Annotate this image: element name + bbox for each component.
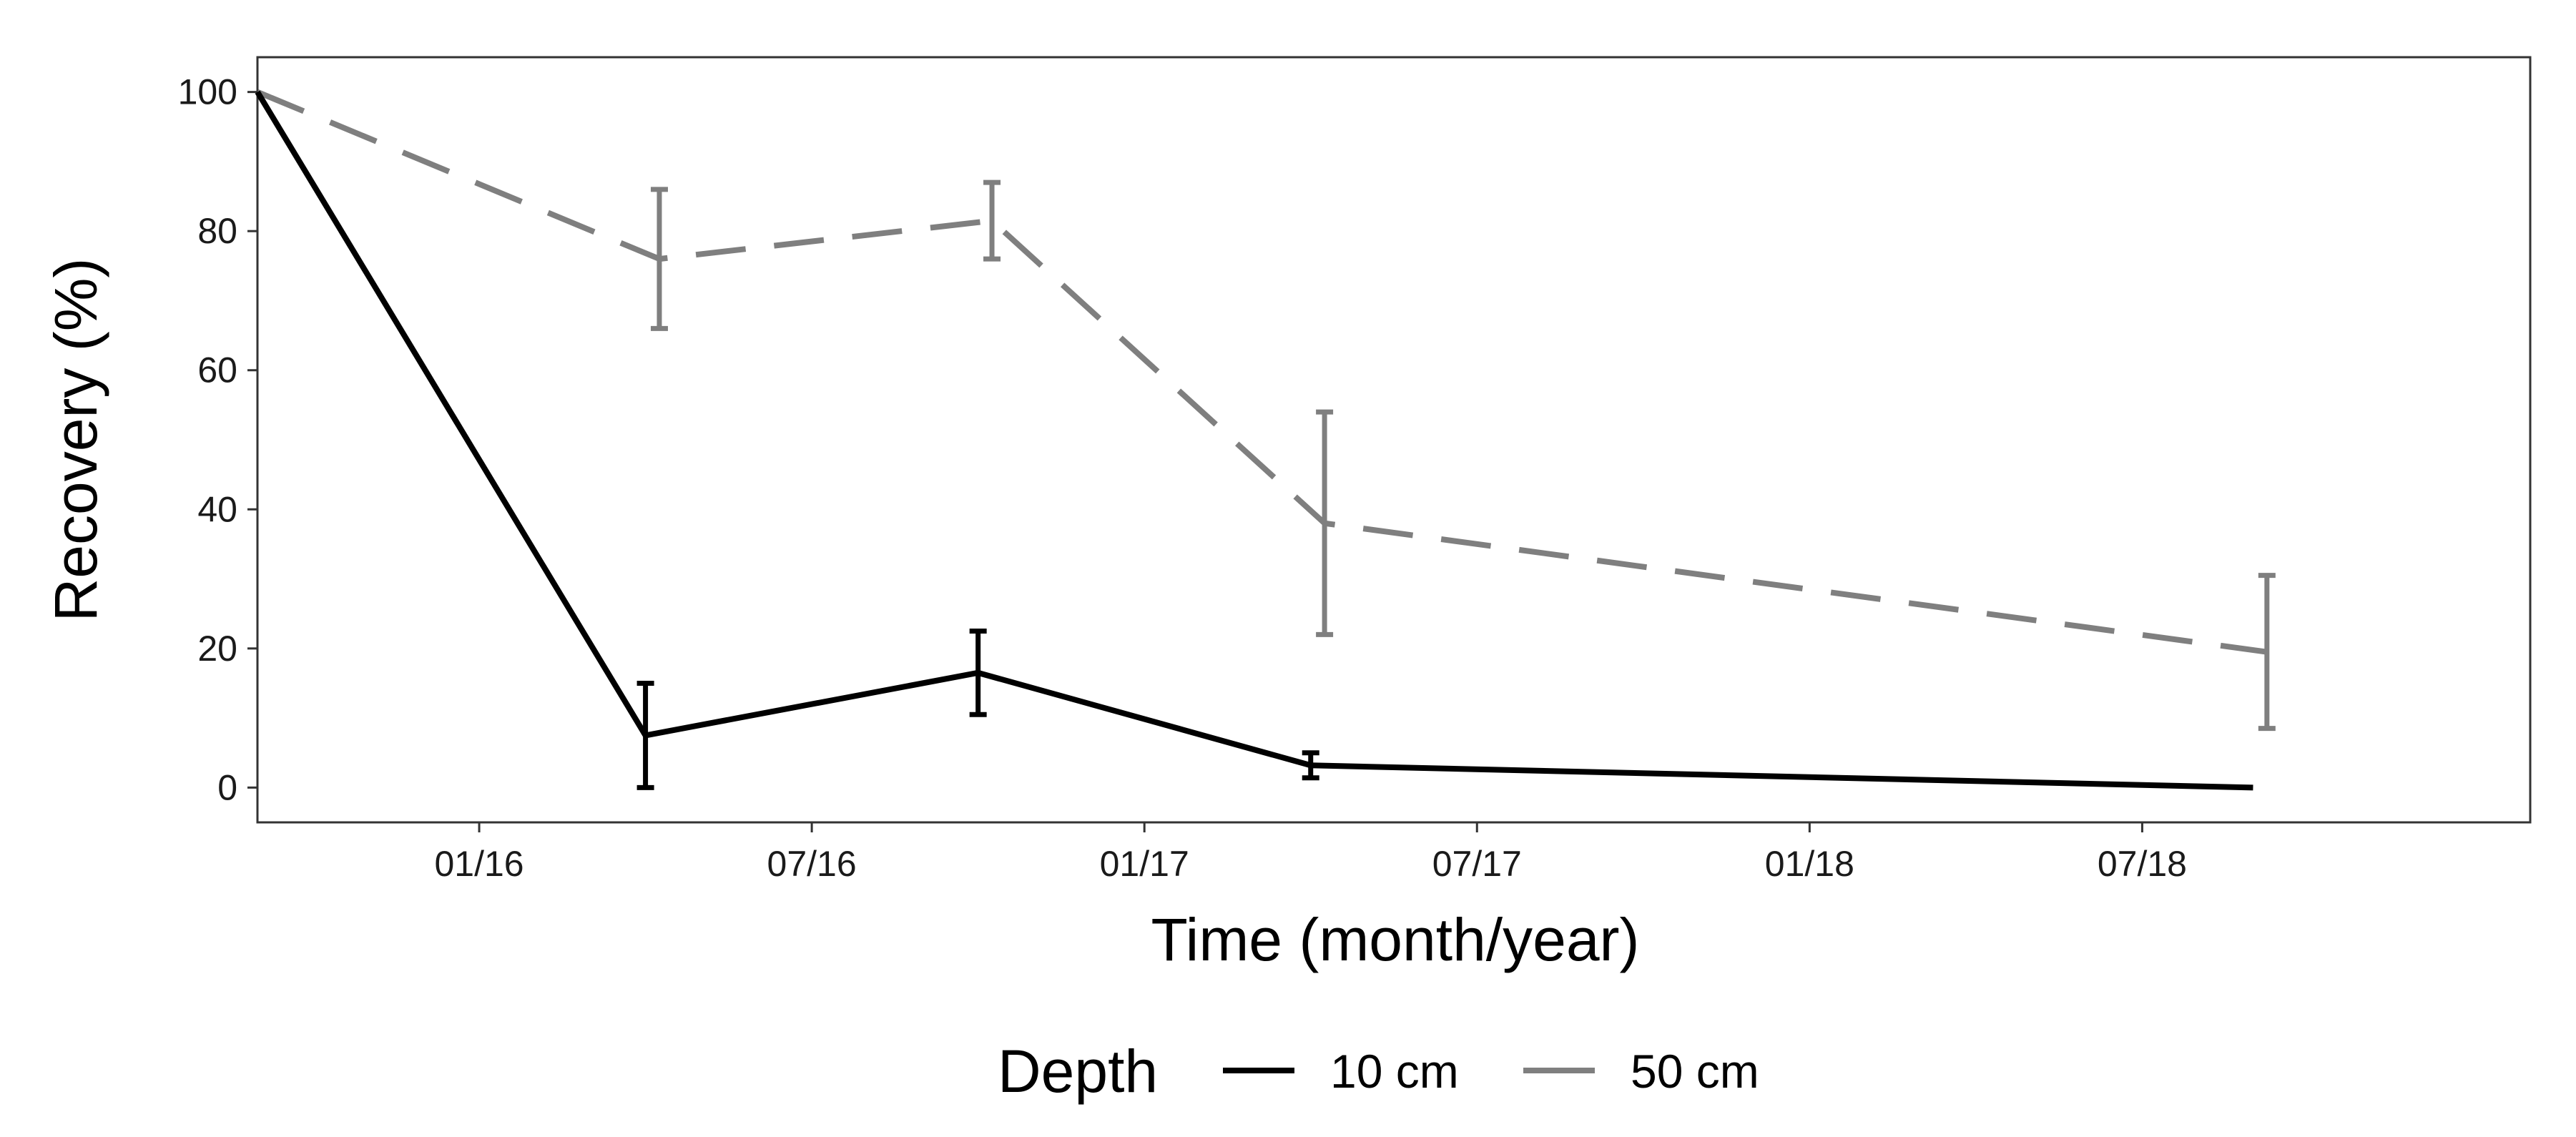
x-tick-label: 07/16 [767,844,857,884]
x-tick-label: 07/17 [1432,844,1522,884]
error-bar [983,179,1001,262]
x-axis-title: Time (month/year) [1151,906,1639,973]
error-bar [2258,573,2276,732]
series-layer [255,89,2276,791]
x-axis: 01/16 07/16 01/17 07/17 01/18 07/18 [434,822,2187,884]
x-tick-label: 01/17 [1100,844,1189,884]
legend-title: Depth [998,1038,1158,1105]
y-axis: 0 20 40 60 80 100 [178,72,257,807]
y-tick-label: 40 [197,489,237,529]
x-tick-label: 01/18 [1765,844,1854,884]
series-line-50-cm [256,89,2268,655]
error-bar [636,680,654,790]
y-tick-label: 60 [197,350,237,390]
legend-label: 50 cm [1631,1045,1759,1098]
x-tick-label: 07/18 [2098,844,2187,884]
legend: Depth 10 cm 50 cm [998,1038,1759,1105]
error-bar [1302,750,1319,781]
y-tick-label: 80 [197,211,237,251]
plot-panel [256,56,2532,824]
error-bar [969,629,987,717]
series-line-10-cm [255,90,2253,791]
y-tick-label: 0 [217,767,237,807]
y-tick-label: 20 [197,629,237,669]
y-tick-label: 100 [178,72,237,112]
error-bar [650,187,668,331]
legend-label: 10 cm [1330,1045,1459,1098]
error-bar [1316,409,1334,637]
x-tick-label: 01/16 [434,844,523,884]
y-axis-title: Recovery (%) [42,258,109,622]
